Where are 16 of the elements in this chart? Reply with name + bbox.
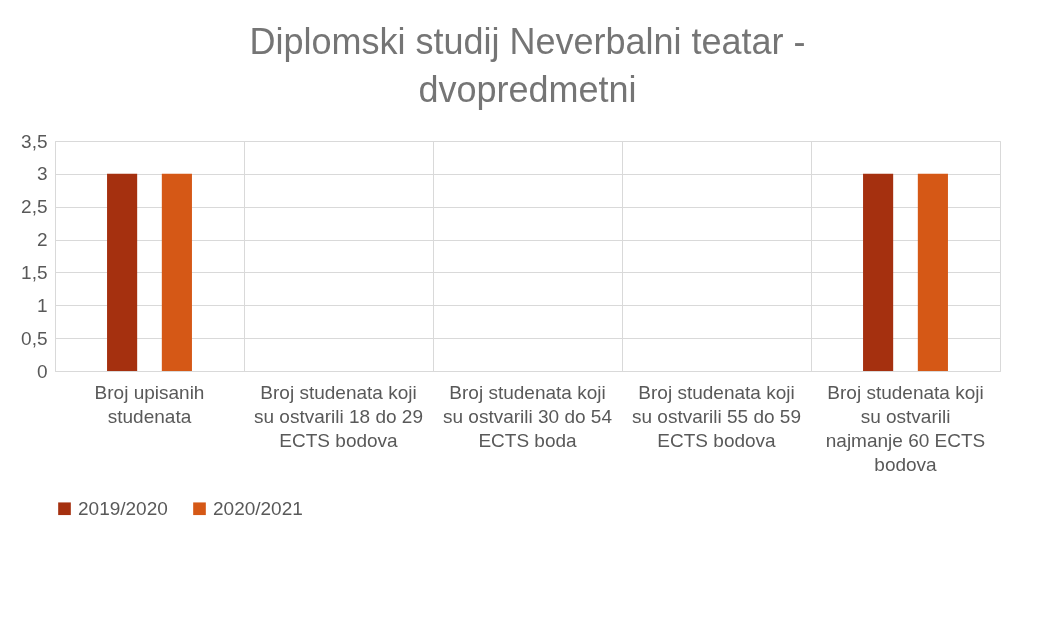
y-tick-label: 3,5 bbox=[21, 130, 48, 152]
y-tick-label: 3 bbox=[36, 163, 48, 185]
x-tick-label: Broj studenata koji su ostvarili 55 do 59 ECTS bodova bbox=[632, 381, 801, 451]
y-tick-label: 1,5 bbox=[21, 261, 48, 283]
y-tick-label: 1 bbox=[36, 294, 48, 316]
x-tick-label: Broj studenata koji su ostvarili 18 do 29 ECTS bodova bbox=[254, 381, 423, 451]
x-tick-label: Broj studenata koji su ostvarili najmanje 60 ECTS bodova bbox=[825, 381, 986, 475]
y-tick-label: 2,5 bbox=[21, 196, 48, 218]
y-tick-label: 0 bbox=[36, 360, 48, 382]
legend-label: 2020/2021 bbox=[213, 497, 303, 519]
x-tick-label: Broj studenata koji su ostvarili 30 do 54 ECTS boda bbox=[443, 381, 613, 451]
x-tick-label: Broj upisanih studenata bbox=[94, 381, 205, 427]
y-tick-label: 2 bbox=[36, 229, 48, 251]
chart-title: Diplomski studij Neverbalni teatar - dvopredmetni bbox=[249, 21, 806, 110]
y-tick-label: 0,5 bbox=[21, 327, 48, 349]
legend-label: 2019/2020 bbox=[78, 497, 168, 519]
